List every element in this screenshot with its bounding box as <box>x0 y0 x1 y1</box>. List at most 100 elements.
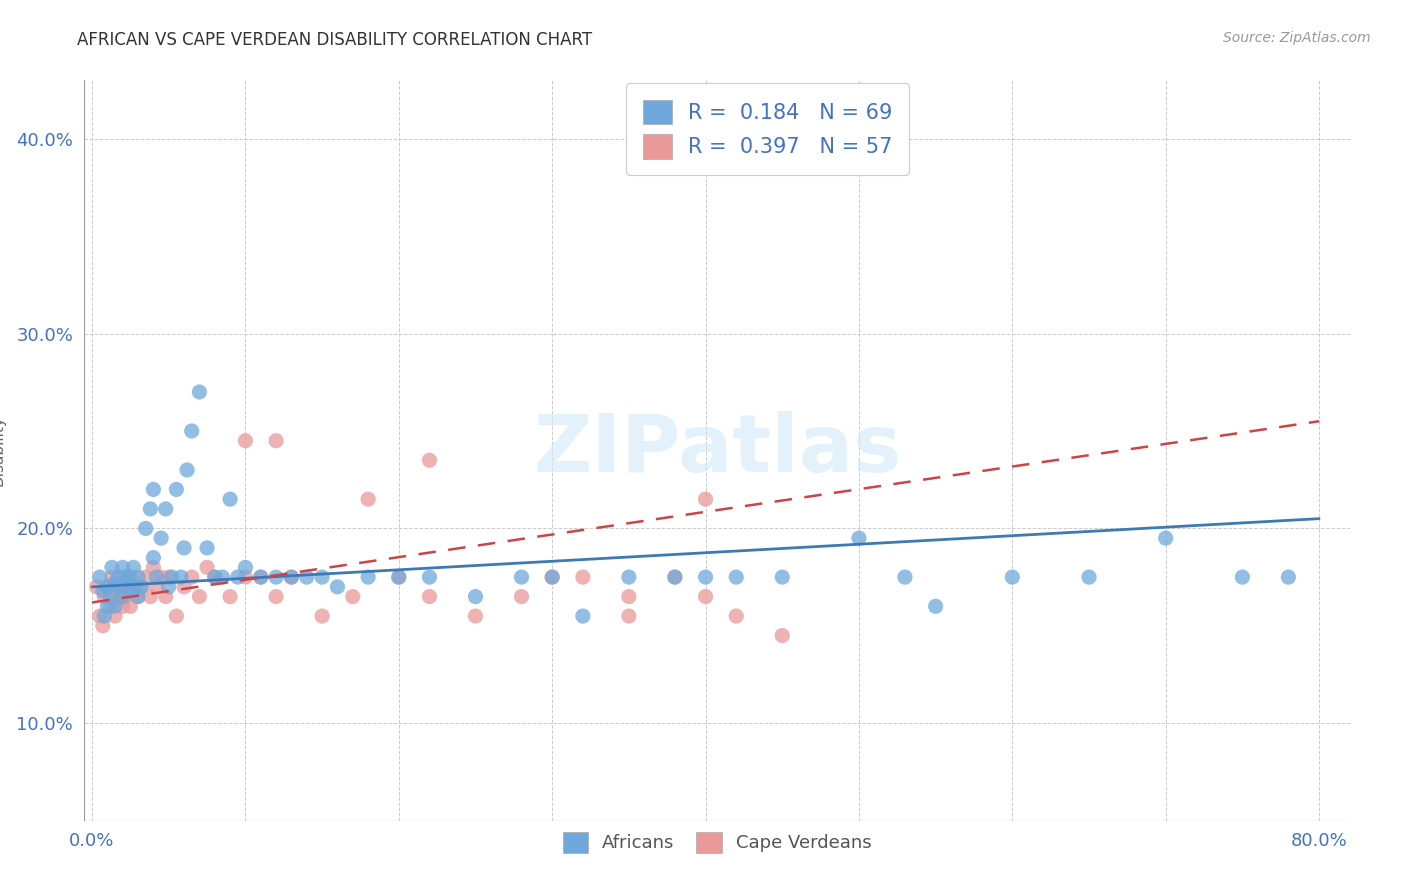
Point <box>311 570 333 584</box>
Point <box>180 424 202 438</box>
Point <box>664 570 686 584</box>
Point <box>357 570 380 584</box>
Point <box>204 570 226 584</box>
Point <box>104 576 127 591</box>
Point <box>100 590 122 604</box>
Point <box>107 580 129 594</box>
Point <box>155 590 177 604</box>
Point <box>617 609 640 624</box>
Point <box>114 590 136 604</box>
Point <box>111 570 134 584</box>
Point <box>770 570 793 584</box>
Point <box>114 576 136 591</box>
Point <box>1154 531 1177 545</box>
Point <box>388 570 411 584</box>
Point <box>510 590 533 604</box>
Point <box>86 580 108 594</box>
Point <box>219 590 242 604</box>
Point <box>924 599 946 614</box>
Point <box>664 570 686 584</box>
Point <box>104 599 127 614</box>
Point <box>100 599 122 614</box>
Text: ZIPatlas: ZIPatlas <box>533 411 901 490</box>
Point <box>129 580 152 594</box>
Point <box>464 609 486 624</box>
Point <box>120 583 142 598</box>
Point <box>326 580 349 594</box>
Point <box>101 560 124 574</box>
Point <box>1078 570 1101 584</box>
Point <box>165 483 187 497</box>
Point <box>107 570 129 584</box>
Point <box>145 580 167 594</box>
Point <box>96 580 118 594</box>
Point <box>1232 570 1254 584</box>
Point <box>142 483 165 497</box>
Point <box>188 590 211 604</box>
Point <box>104 590 127 604</box>
Point <box>160 570 183 584</box>
Point <box>1001 570 1024 584</box>
Point <box>695 492 717 507</box>
Point <box>235 434 257 448</box>
Point <box>211 570 233 584</box>
Point <box>1277 570 1299 584</box>
Point <box>418 590 440 604</box>
Point <box>176 463 198 477</box>
Point <box>120 570 142 584</box>
Point <box>264 590 287 604</box>
Point <box>264 570 287 584</box>
Point <box>155 502 177 516</box>
Point <box>418 453 440 467</box>
Point <box>195 560 218 574</box>
Point <box>280 570 302 584</box>
Point <box>127 590 149 604</box>
Point <box>188 384 211 399</box>
Point <box>725 609 748 624</box>
Point <box>104 609 127 624</box>
Point <box>129 580 152 594</box>
Point <box>235 560 257 574</box>
Point <box>165 609 187 624</box>
Point <box>572 609 595 624</box>
Point <box>264 434 287 448</box>
Point <box>89 609 111 624</box>
Point <box>342 590 364 604</box>
Point <box>617 570 640 584</box>
Point <box>93 590 115 604</box>
Point <box>93 609 115 624</box>
Point <box>150 531 173 545</box>
Y-axis label: Disability: Disability <box>0 415 6 486</box>
Point <box>311 609 333 624</box>
Point <box>117 570 139 584</box>
Point <box>96 580 118 594</box>
Point <box>111 560 134 574</box>
Point <box>108 590 131 604</box>
Point <box>108 580 131 594</box>
Point <box>127 590 149 604</box>
Text: Source: ZipAtlas.com: Source: ZipAtlas.com <box>1223 31 1371 45</box>
Point <box>142 550 165 565</box>
Point <box>91 583 114 598</box>
Point <box>173 541 195 555</box>
Point <box>195 541 218 555</box>
Point <box>249 570 271 584</box>
Point <box>101 570 124 584</box>
Point <box>418 570 440 584</box>
Point <box>541 570 564 584</box>
Point <box>91 619 114 633</box>
Point <box>541 570 564 584</box>
Point <box>139 590 162 604</box>
Point <box>135 521 157 535</box>
Point <box>695 570 717 584</box>
Point <box>249 570 271 584</box>
Point <box>111 599 134 614</box>
Point <box>235 570 257 584</box>
Point <box>848 531 870 545</box>
Point <box>180 570 202 584</box>
Point <box>157 570 180 584</box>
Point <box>120 583 142 598</box>
Point <box>464 590 486 604</box>
Point <box>173 580 195 594</box>
Point <box>695 590 717 604</box>
